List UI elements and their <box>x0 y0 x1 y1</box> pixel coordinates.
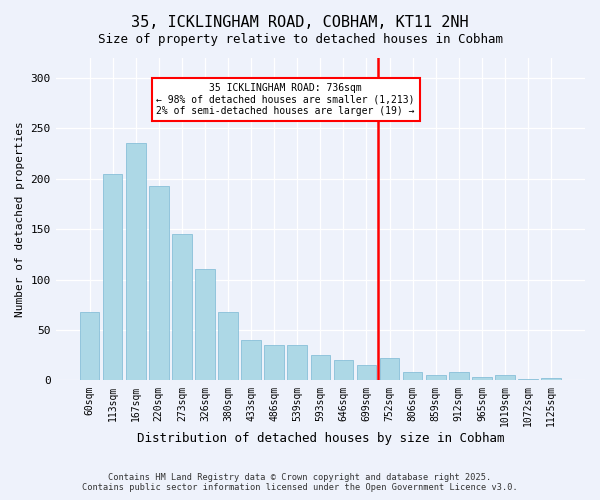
Bar <box>472 378 492 380</box>
Bar <box>356 366 376 380</box>
Text: Size of property relative to detached houses in Cobham: Size of property relative to detached ho… <box>97 32 503 46</box>
Bar <box>241 340 261 380</box>
Bar <box>403 372 422 380</box>
Bar <box>449 372 469 380</box>
Bar <box>495 376 515 380</box>
Bar <box>195 270 215 380</box>
Bar <box>334 360 353 380</box>
Bar <box>218 312 238 380</box>
Text: Contains HM Land Registry data © Crown copyright and database right 2025.
Contai: Contains HM Land Registry data © Crown c… <box>82 473 518 492</box>
Bar <box>172 234 191 380</box>
Text: 35 ICKLINGHAM ROAD: 736sqm
← 98% of detached houses are smaller (1,213)
2% of se: 35 ICKLINGHAM ROAD: 736sqm ← 98% of deta… <box>157 82 415 116</box>
Bar <box>541 378 561 380</box>
X-axis label: Distribution of detached houses by size in Cobham: Distribution of detached houses by size … <box>137 432 504 445</box>
Bar <box>311 355 330 380</box>
Bar <box>149 186 169 380</box>
Bar <box>426 376 446 380</box>
Bar <box>287 345 307 380</box>
Bar <box>103 174 122 380</box>
Text: 35, ICKLINGHAM ROAD, COBHAM, KT11 2NH: 35, ICKLINGHAM ROAD, COBHAM, KT11 2NH <box>131 15 469 30</box>
Bar <box>380 358 400 380</box>
Y-axis label: Number of detached properties: Number of detached properties <box>15 121 25 317</box>
Bar <box>126 144 146 380</box>
Bar <box>80 312 100 380</box>
Bar <box>265 345 284 380</box>
